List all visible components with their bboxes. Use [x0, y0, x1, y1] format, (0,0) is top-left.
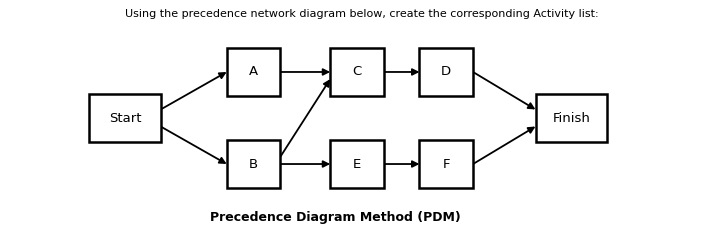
Text: E: E: [353, 157, 361, 171]
FancyBboxPatch shape: [420, 48, 473, 96]
FancyBboxPatch shape: [420, 140, 473, 188]
FancyBboxPatch shape: [227, 140, 280, 188]
FancyBboxPatch shape: [330, 140, 384, 188]
Text: Precedence Diagram Method (PDM): Precedence Diagram Method (PDM): [210, 211, 461, 224]
Text: D: D: [441, 65, 451, 79]
Text: Using the precedence network diagram below, create the corresponding Activity li: Using the precedence network diagram bel…: [125, 9, 598, 19]
Text: F: F: [443, 157, 450, 171]
FancyBboxPatch shape: [227, 48, 280, 96]
FancyBboxPatch shape: [536, 94, 607, 142]
Text: C: C: [353, 65, 361, 79]
Text: B: B: [249, 157, 258, 171]
FancyBboxPatch shape: [330, 48, 384, 96]
Text: A: A: [249, 65, 258, 79]
FancyBboxPatch shape: [89, 94, 161, 142]
Text: Finish: Finish: [552, 111, 590, 125]
Text: Start: Start: [109, 111, 141, 125]
